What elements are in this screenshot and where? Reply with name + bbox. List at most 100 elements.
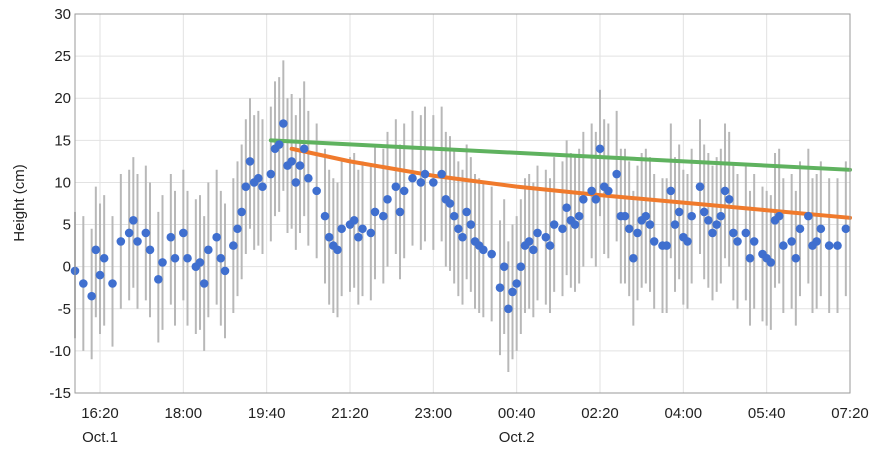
data-point xyxy=(487,249,496,259)
data-point xyxy=(337,224,346,234)
data-point xyxy=(458,232,467,242)
data-point xyxy=(95,270,105,280)
data-point xyxy=(812,237,821,246)
data-point xyxy=(833,241,842,250)
data-point xyxy=(574,211,584,221)
data-point xyxy=(733,237,742,246)
y-tick-label: -15 xyxy=(49,385,71,402)
data-point xyxy=(141,228,151,238)
data-point xyxy=(549,220,559,229)
data-point xyxy=(274,140,284,149)
data-point xyxy=(324,232,334,242)
data-point xyxy=(299,144,309,154)
data-point xyxy=(129,216,138,225)
data-point xyxy=(687,211,696,221)
x-tick-labels: 16:20 18:00 19:40 21:20 23:00 00:40 02:20 04:00… xyxy=(81,405,869,422)
data-point xyxy=(774,211,784,221)
x-tick-label: 00:40 xyxy=(498,405,536,422)
data-point xyxy=(645,220,655,229)
date-labels: Oct.1 Oct.2 xyxy=(82,429,535,446)
data-point xyxy=(204,245,213,255)
data-point xyxy=(366,228,376,238)
data-point xyxy=(99,253,109,263)
data-point xyxy=(91,245,101,255)
data-point xyxy=(358,224,367,234)
data-point xyxy=(795,224,805,234)
x-tick-label: 16:20 xyxy=(81,405,119,422)
data-point xyxy=(787,237,796,246)
data-point xyxy=(541,232,551,242)
data-point xyxy=(666,186,676,196)
data-point xyxy=(741,228,751,238)
data-point xyxy=(604,186,613,196)
data-point xyxy=(216,253,226,263)
data-point xyxy=(449,211,459,221)
data-point xyxy=(766,258,776,267)
data-point xyxy=(504,304,513,314)
data-point xyxy=(408,173,417,183)
data-point xyxy=(212,232,221,242)
data-point xyxy=(462,207,471,217)
data-point xyxy=(429,178,438,187)
data-point xyxy=(320,211,330,221)
y-tick-label: -10 xyxy=(49,343,71,360)
x-tick-label: 05:40 xyxy=(748,405,786,422)
data-point xyxy=(391,182,401,191)
data-point xyxy=(154,275,163,284)
data-point xyxy=(124,228,134,238)
data-point xyxy=(516,262,526,271)
data-point xyxy=(220,266,230,276)
data-point xyxy=(587,186,596,196)
data-point xyxy=(108,279,117,288)
data-point xyxy=(287,157,296,166)
data-point xyxy=(649,237,659,246)
y-tick-label: 0 xyxy=(63,259,71,276)
data-point xyxy=(579,194,588,204)
data-point xyxy=(629,253,638,263)
data-point xyxy=(524,237,534,246)
data-point xyxy=(533,228,542,238)
data-point xyxy=(416,178,426,187)
data-point xyxy=(379,211,388,221)
data-point xyxy=(349,216,359,225)
x-tick-label: 21:20 xyxy=(331,405,369,422)
data-point xyxy=(454,224,463,234)
y-tick-label: -5 xyxy=(58,301,71,318)
orange-trend-line xyxy=(289,146,852,220)
data-point xyxy=(158,258,167,267)
data-point xyxy=(183,253,192,263)
data-point xyxy=(545,241,555,250)
data-point xyxy=(716,211,726,221)
data-point xyxy=(841,224,851,234)
data-point xyxy=(237,207,246,217)
data-point xyxy=(479,245,488,255)
y-tick-label: 25 xyxy=(54,48,71,65)
data-point xyxy=(295,161,305,170)
data-point xyxy=(708,228,717,238)
green-trend-line xyxy=(268,138,852,172)
data-point xyxy=(512,279,521,288)
data-point xyxy=(445,199,455,208)
data-point xyxy=(333,245,342,255)
data-point xyxy=(804,211,813,221)
data-point xyxy=(383,194,392,204)
data-point xyxy=(624,224,634,234)
y-tick-label: 5 xyxy=(63,217,71,234)
data-point xyxy=(166,232,176,242)
data-point xyxy=(370,207,380,217)
data-point xyxy=(199,279,209,288)
x-tick-label: 07:20 xyxy=(831,405,869,422)
data-point xyxy=(195,258,205,267)
date-label: Oct.2 xyxy=(499,429,535,446)
data-point xyxy=(641,211,651,221)
data-point xyxy=(116,237,126,246)
data-point xyxy=(170,253,180,263)
data-points xyxy=(70,119,851,314)
data-point xyxy=(466,220,476,229)
data-point xyxy=(674,207,684,217)
data-point xyxy=(354,232,363,242)
data-point xyxy=(729,228,738,238)
data-point xyxy=(724,194,734,204)
